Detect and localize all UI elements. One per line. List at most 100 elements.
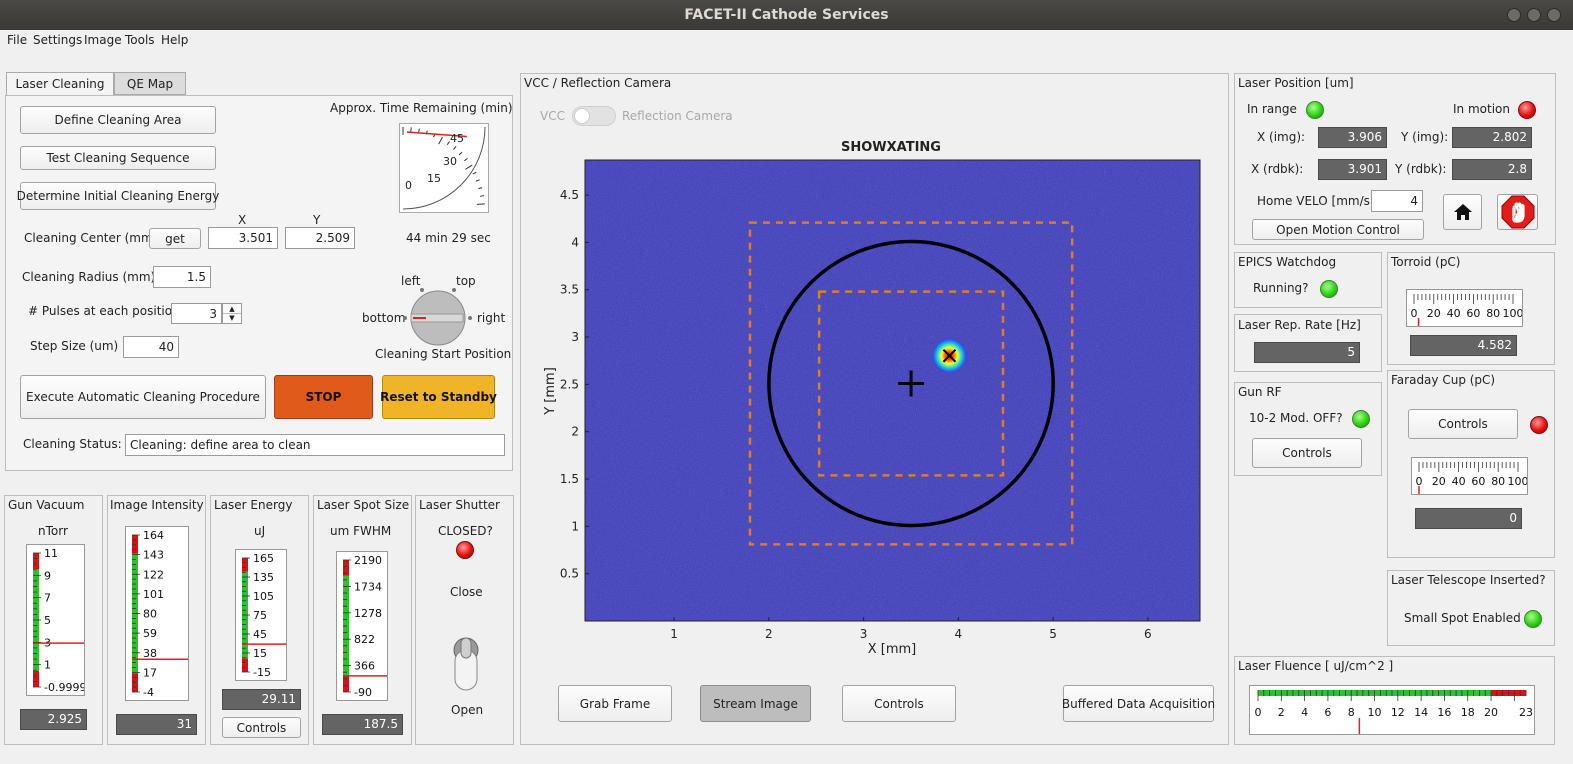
meter-tick-label: 75 (253, 609, 267, 622)
maximize-icon[interactable] (1527, 8, 1541, 22)
open-motion-control-button[interactable]: Open Motion Control (1252, 219, 1424, 240)
step-size-field[interactable]: 40 (123, 336, 179, 358)
stop-motion-button[interactable] (1497, 194, 1538, 230)
torroid-title: Torroid (pC) (1391, 255, 1461, 269)
in-motion-indicator (1518, 101, 1536, 119)
telescope-title: Laser Telescope Inserted? (1391, 573, 1546, 587)
meter-tick-label: -90 (354, 686, 372, 699)
camera-ytick-label: 3.5 (560, 283, 579, 297)
initial-cleaning-energy-button[interactable]: Determine Initial Cleaning Energy (17, 182, 219, 210)
gun-rf-status-label: 10-2 Mod. OFF? (1249, 411, 1343, 425)
test-cleaning-sequence-button[interactable]: Test Cleaning Sequence (20, 146, 216, 170)
menu-image[interactable]: Image (84, 33, 122, 47)
fluence-tick-label: 12 (1391, 706, 1405, 719)
meter-tick-label: 1278 (354, 607, 382, 620)
center-x-field[interactable]: 3.501 (208, 227, 278, 249)
laser-shutter-title: Laser Shutter (419, 498, 500, 512)
gun-rf-controls-button[interactable]: Controls (1252, 438, 1362, 468)
faraday-controls-button[interactable]: Controls (1408, 409, 1518, 439)
meter-tick-label: -4 (143, 686, 154, 699)
toggle-vcc-label: VCC (540, 109, 565, 123)
buffered-acquisition-button[interactable]: Buffered Data Acquisition (1062, 685, 1215, 722)
meter-tick-label: 80 (143, 608, 157, 621)
meter-tick-label: 165 (253, 552, 274, 565)
minimize-icon[interactable] (1507, 8, 1521, 22)
camera-panel: VCC / Reflection Camera VCC Reflection C… (520, 73, 1229, 745)
spinner-up-icon[interactable]: ▲ (223, 304, 241, 314)
fluence-title: Laser Fluence [ uJ/cm^2 ] (1238, 659, 1394, 673)
meter-tick-label: 164 (143, 529, 164, 542)
camera-ytick-label: 3 (571, 330, 579, 344)
meter-tick-label: 1734 (354, 580, 382, 593)
laser-fluence-panel: Laser Fluence [ uJ/cm^2 ] 0 2 4 6 8 10 12 14 16 1… (1234, 656, 1555, 745)
camera-source-toggle[interactable] (572, 106, 616, 126)
menu-settings[interactable]: Settings (33, 33, 83, 47)
gun-vacuum-title: Gun Vacuum (8, 498, 85, 512)
shutter-close-label: Close (450, 585, 483, 599)
get-center-button[interactable]: get (149, 228, 201, 249)
camera-controls-button[interactable]: Controls (842, 685, 956, 722)
tab-laser-cleaning[interactable]: Laser Cleaning (6, 72, 114, 96)
laser-position-title: Laser Position [um] (1238, 76, 1354, 90)
home-velo-field[interactable]: 4 (1371, 190, 1423, 212)
execute-cleaning-button[interactable]: Execute Automatic Cleaning Procedure (20, 375, 266, 419)
fluence-tick-label: 23 (1519, 706, 1533, 719)
spinner-down-icon[interactable]: ▼ (229, 314, 235, 322)
laser-energy-controls-button[interactable]: Controls (222, 717, 301, 738)
camera-ylabel: Y [mm] (543, 367, 558, 416)
laser-shutter-panel: Laser Shutter CLOSED? Close Open (415, 495, 514, 745)
define-cleaning-area-button[interactable]: Define Cleaning Area (20, 106, 216, 134)
close-icon[interactable] (1547, 8, 1561, 22)
outer-roi-box (748, 221, 1074, 546)
meter-tick-label: 135 (253, 571, 274, 584)
tab-qe-map[interactable]: QE Map (114, 72, 186, 95)
camera-image-plot[interactable]: 1 2 3 4 5 6 4.5 4 3.5 3 2.5 2 1.5 1 0.5 X [mm] Y [mm] (530, 155, 1220, 665)
scale-tick-label: 0 (1416, 475, 1423, 488)
time-tick-45: 45 (450, 132, 464, 145)
start-position-knob[interactable] (400, 284, 476, 348)
scale-tick-label: 80 (1486, 307, 1500, 320)
stop-hand-icon (1501, 195, 1534, 229)
cleaning-radius-field[interactable]: 1.5 (153, 266, 211, 288)
meter-tick-label: 122 (143, 568, 164, 581)
meter-tick-label: -0.9999 (44, 681, 84, 694)
meter-tick-label: 45 (253, 628, 267, 641)
pulses-spinner-field[interactable]: 3 (171, 303, 222, 324)
menu-tools[interactable]: Tools (125, 33, 155, 47)
pulses-spinner[interactable]: ▲ ▼ (222, 303, 242, 324)
laser-energy-value: 29.11 (222, 689, 301, 710)
gun-vacuum-unit: nTorr (38, 524, 68, 538)
toggle-reflection-label: Reflection Camera (622, 109, 733, 123)
stop-button[interactable]: STOP (274, 375, 373, 419)
meter-tick-label: 1 (44, 659, 51, 672)
meter-tick-label: 143 (143, 549, 164, 562)
camera-ytick-label: 2.5 (560, 377, 579, 391)
stream-image-button[interactable]: Stream Image (700, 685, 811, 722)
cleaning-circle (767, 239, 1055, 528)
torroid-value: 4.582 (1410, 335, 1517, 356)
camera-ytick-label: 4.5 (560, 188, 579, 202)
menu-file[interactable]: File (7, 33, 28, 47)
center-y-field[interactable]: 2.509 (285, 227, 355, 249)
in-range-indicator (1306, 101, 1324, 119)
toggle-knob (574, 108, 590, 124)
meter-tick-label: 5 (44, 614, 51, 627)
grab-frame-button[interactable]: Grab Frame (558, 685, 672, 722)
epics-running-label: Running? (1253, 281, 1309, 295)
menu-help[interactable]: Help (161, 33, 189, 47)
shutter-toggle-switch[interactable] (448, 636, 484, 698)
laser-spot-meter: 2190 1734 1278 822 366 -90 (336, 551, 388, 701)
scale-tick-label: 0 (1411, 307, 1418, 320)
y-header: Y (313, 213, 321, 227)
y-img-label: Y (img): (1401, 130, 1449, 144)
epics-title: EPICS Watchdog (1238, 255, 1337, 269)
cleaning-center-label: Cleaning Center (mm): (24, 231, 162, 245)
gun-vacuum-panel: Gun Vacuum nTorr 1197531-0.9999 2.925 (4, 495, 103, 745)
laser-energy-title: Laser Energy (214, 498, 293, 512)
home-button[interactable] (1443, 194, 1482, 230)
reset-standby-button[interactable]: Reset to Standby (380, 375, 497, 419)
camera-panel-title: VCC / Reflection Camera (524, 76, 672, 90)
gun-rf-indicator (1352, 410, 1370, 428)
in-range-label: In range (1247, 102, 1297, 116)
rep-rate-value: 5 (1254, 342, 1360, 363)
